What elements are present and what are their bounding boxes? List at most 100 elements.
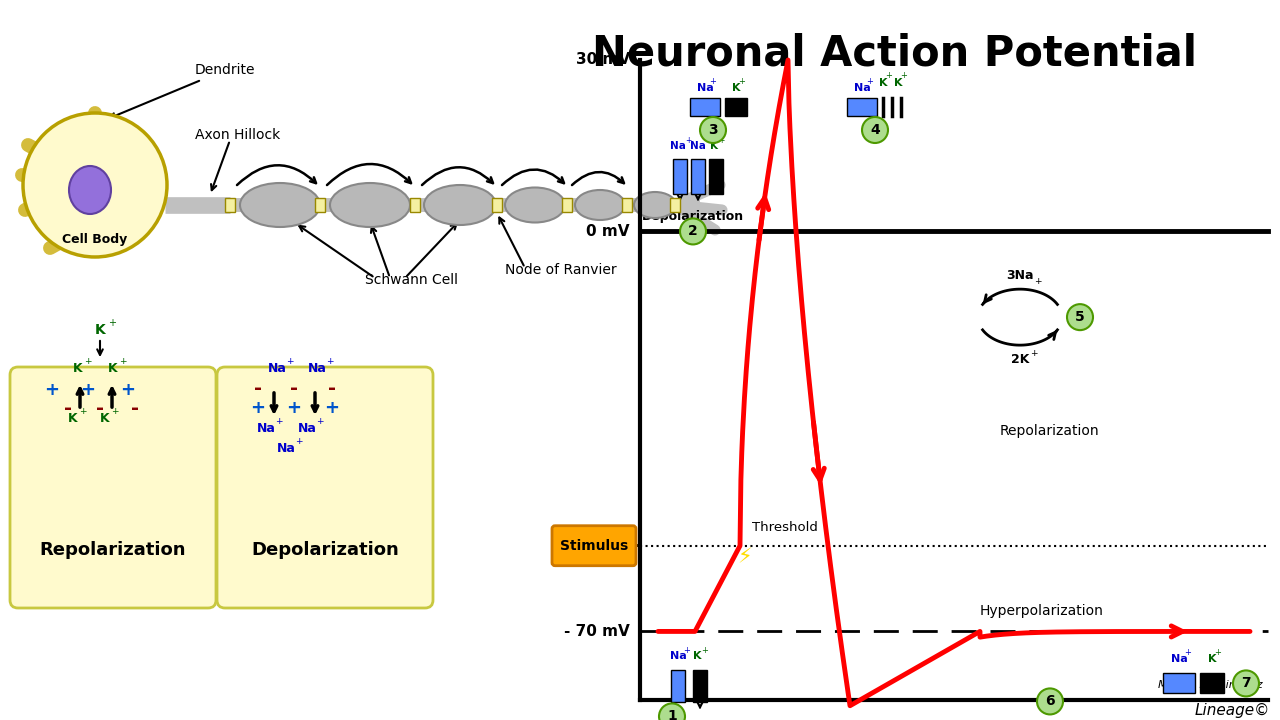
Text: -: - (64, 398, 72, 418)
Bar (692, 670, 707, 703)
Text: +: + (316, 416, 324, 426)
Text: Na: Na (854, 83, 870, 93)
Text: Lineage©: Lineage© (1194, 703, 1270, 718)
Text: 5: 5 (1075, 310, 1085, 324)
Text: +: + (718, 136, 724, 145)
Ellipse shape (634, 192, 676, 218)
Text: K: K (732, 83, 740, 93)
Bar (562, 198, 572, 212)
Text: 3Na: 3Na (1006, 269, 1034, 282)
Text: Depolarization: Depolarization (251, 541, 399, 559)
Text: -: - (291, 379, 298, 397)
Text: +: + (285, 356, 293, 366)
FancyBboxPatch shape (552, 526, 636, 566)
Text: +: + (120, 381, 136, 399)
Text: Na: Na (1171, 654, 1188, 665)
Text: Na: Na (257, 421, 276, 434)
Text: Dendrite: Dendrite (110, 63, 256, 119)
Bar (847, 98, 877, 116)
Ellipse shape (69, 166, 111, 214)
Text: +: + (119, 356, 127, 366)
Text: K: K (1208, 654, 1216, 665)
Text: K: K (108, 361, 118, 374)
Text: Na: Na (669, 141, 686, 151)
Text: +: + (287, 399, 302, 417)
Text: -: - (253, 379, 262, 397)
Text: +: + (108, 318, 116, 328)
Text: 6: 6 (1046, 694, 1055, 708)
Ellipse shape (330, 183, 410, 227)
Text: Na: Na (669, 652, 687, 662)
Ellipse shape (424, 185, 497, 225)
Ellipse shape (575, 190, 625, 220)
Text: Na: Na (696, 83, 713, 93)
Text: K: K (893, 78, 902, 88)
Text: K: K (100, 412, 110, 425)
Text: 7: 7 (1242, 676, 1251, 690)
Bar (691, 159, 705, 194)
Circle shape (1037, 688, 1062, 714)
Bar (709, 159, 723, 194)
Bar (315, 198, 325, 212)
Text: +: + (1034, 276, 1042, 286)
Text: +: + (81, 381, 96, 399)
Text: 3: 3 (708, 123, 718, 137)
Ellipse shape (23, 113, 166, 257)
Text: +: + (867, 76, 873, 86)
Bar (673, 159, 687, 194)
Text: +: + (326, 356, 334, 366)
Text: K: K (95, 323, 106, 337)
Text: 30 mV: 30 mV (576, 53, 630, 68)
Text: Stimulus: Stimulus (559, 539, 628, 553)
Text: 4: 4 (870, 123, 879, 137)
Text: +: + (294, 436, 302, 446)
Text: +: + (886, 71, 892, 81)
Text: +: + (701, 646, 708, 655)
Text: 1: 1 (667, 709, 677, 720)
Text: +: + (275, 416, 283, 426)
Text: +: + (79, 407, 87, 415)
Text: +: + (684, 646, 690, 655)
Text: +: + (705, 136, 712, 145)
Text: Threshold: Threshold (753, 521, 818, 534)
Text: +: + (251, 399, 265, 417)
Text: - 70 mV: - 70 mV (564, 624, 630, 639)
Bar (410, 198, 420, 212)
Text: Cell Body: Cell Body (63, 233, 128, 246)
Text: +: + (1184, 648, 1192, 657)
Text: 2K: 2K (1011, 353, 1029, 366)
Text: 2: 2 (689, 225, 698, 238)
Bar (1164, 673, 1196, 693)
Circle shape (1233, 670, 1260, 696)
Text: Schwann Cell: Schwann Cell (365, 273, 458, 287)
Text: Na: Na (690, 141, 705, 151)
Circle shape (680, 218, 707, 244)
Text: +: + (1215, 648, 1221, 657)
Text: +: + (84, 356, 91, 366)
Text: K: K (692, 652, 701, 662)
Text: Node of Ranvier: Node of Ranvier (506, 263, 617, 277)
Text: +: + (709, 76, 717, 86)
Text: 0 mV: 0 mV (586, 224, 630, 239)
Text: K: K (710, 141, 718, 151)
FancyBboxPatch shape (10, 367, 216, 608)
Bar (669, 198, 680, 212)
Text: +: + (901, 71, 908, 81)
Text: +: + (739, 76, 745, 86)
Text: Repolarization: Repolarization (40, 541, 187, 559)
Bar (225, 198, 236, 212)
Text: ⚡: ⚡ (737, 548, 753, 567)
Text: K: K (879, 78, 887, 88)
Text: Neuronal Action Potential: Neuronal Action Potential (593, 32, 1198, 74)
Bar (690, 98, 719, 116)
Circle shape (700, 117, 726, 143)
Text: +: + (685, 136, 691, 145)
Circle shape (861, 117, 888, 143)
Text: Depolarization: Depolarization (643, 210, 744, 223)
Bar (1201, 673, 1224, 693)
Text: Axon Hillock: Axon Hillock (195, 128, 280, 142)
Text: Repolarization: Repolarization (1000, 424, 1100, 438)
Text: Na: Na (298, 421, 317, 434)
Circle shape (1068, 304, 1093, 330)
Ellipse shape (506, 187, 564, 222)
